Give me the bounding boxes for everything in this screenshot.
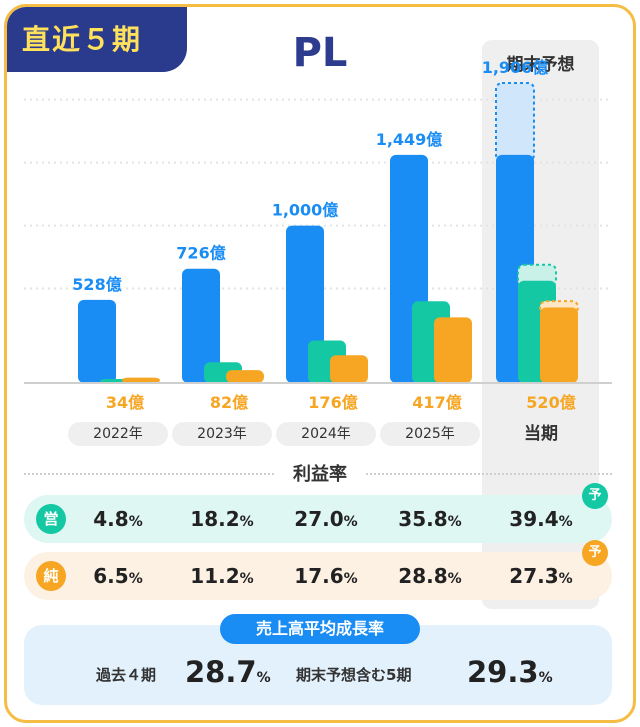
bar (434, 317, 472, 383)
bar (122, 377, 160, 383)
data-label: 520億 (526, 393, 575, 412)
divider (366, 473, 612, 475)
bar (330, 355, 368, 383)
forecast-column-label: 期末予想 (506, 55, 575, 75)
operating-badge: 営 (36, 504, 66, 534)
chart-title: PL (292, 30, 348, 76)
margin-value: 18.2% (190, 507, 254, 531)
data-label: 1,000億 (272, 201, 339, 220)
bar (226, 370, 264, 383)
bar (78, 299, 116, 383)
year-label: 2024年 (276, 422, 376, 446)
bar (540, 307, 578, 383)
divider (24, 473, 274, 475)
data-label: 176億 (308, 393, 357, 412)
year-label: 2022年 (68, 422, 168, 446)
data-label: 1,906億 (482, 58, 549, 77)
data-label: 726億 (176, 244, 225, 263)
bar-forecast-portion (495, 81, 535, 162)
margin-value: 6.5% (93, 564, 143, 588)
forecast-badge: 予 (582, 540, 608, 566)
data-label: 417億 (412, 393, 461, 412)
operating-margin-row: 営 4.8% 18.2% 27.0% 35.8% 39.4% (24, 495, 612, 543)
margin-value: 17.6% (294, 564, 358, 588)
margin-value: 27.0% (294, 507, 358, 531)
bar (182, 268, 220, 383)
net-margin-row: 純 6.5% 11.2% 17.6% 28.8% 27.3% (24, 552, 612, 600)
year-label-current: 当期 (524, 424, 558, 444)
margin-value: 4.8% (93, 507, 143, 531)
net-badge: 純 (36, 561, 66, 591)
margin-value-forecast: 39.4% (509, 507, 573, 531)
year-label: 2023年 (172, 422, 272, 446)
margin-value: 11.2% (190, 564, 254, 588)
data-label: 1,449億 (376, 130, 443, 149)
margin-value: 28.8% (398, 564, 462, 588)
period-tag: 直近５期 (7, 7, 187, 72)
margin-value: 35.8% (398, 507, 462, 531)
period-tag-label: 直近５期 (22, 23, 143, 56)
growth-forecast-label: 期末予想含む5期 (296, 666, 412, 684)
growth-past-label: 過去４期 (96, 666, 157, 684)
data-label: 34億 (106, 393, 144, 412)
margin-title: 利益率 (293, 464, 347, 485)
forecast-badge: 予 (582, 483, 608, 509)
data-label: 528億 (72, 275, 121, 294)
year-label: 2025年 (380, 422, 480, 446)
margin-value-forecast: 27.3% (509, 564, 573, 588)
growth-forecast-value: 29.3% (467, 655, 553, 689)
growth-past-value: 28.7% (185, 655, 271, 689)
data-label: 82億 (210, 393, 248, 412)
growth-title: 売上高平均成長率 (220, 614, 420, 644)
